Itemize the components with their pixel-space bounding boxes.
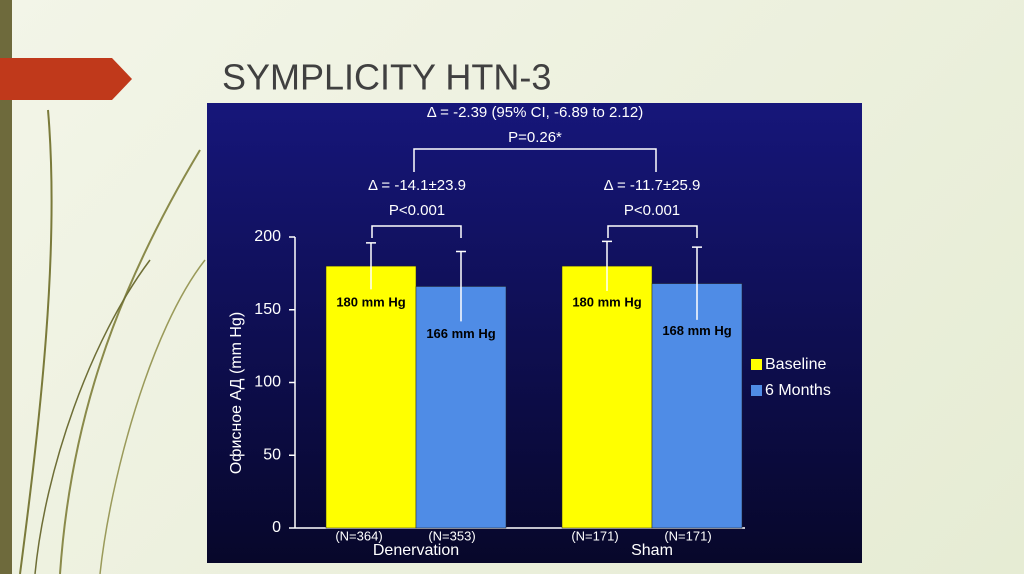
n-label: (N=353): [428, 528, 475, 543]
bar: [651, 283, 743, 529]
x-tick-label: Denervation: [373, 542, 459, 559]
chart: Офисное АД (mm Hg) 0 50 100 150 200 180 mm Hg…: [207, 103, 862, 563]
annotation: Δ = -11.7±25.9: [604, 177, 701, 194]
bar: [561, 265, 653, 529]
x-tick-label: Sham: [631, 542, 673, 559]
value-label: 180 mm Hg: [336, 295, 405, 310]
title-arrow: [0, 58, 132, 100]
deco-line: [99, 259, 206, 574]
value-label: 180 mm Hg: [572, 295, 641, 310]
error-bar: [456, 250, 466, 322]
n-label: (N=364): [335, 528, 382, 543]
annotation: Δ = -2.39 (95% CI, -6.89 to 2.12): [427, 104, 643, 121]
n-label: (N=171): [571, 528, 618, 543]
deco-line: [59, 149, 201, 574]
annotation: P<0.001: [389, 202, 445, 219]
y-tick-label: 0: [272, 519, 281, 536]
y-tick-label: 150: [254, 301, 281, 318]
n-label: (N=171): [664, 528, 711, 543]
bracket: [371, 225, 462, 238]
y-tick-label: 200: [254, 228, 281, 245]
bar: [415, 286, 507, 529]
deco-line: [19, 109, 53, 574]
annotation: Δ = -14.1±23.9: [368, 177, 466, 194]
y-tick-label: 50: [263, 446, 281, 463]
bracket: [413, 148, 657, 172]
error-bar: [366, 242, 376, 290]
error-bar: [692, 246, 702, 320]
error-bar: [602, 240, 612, 291]
legend-label: Baseline: [765, 356, 826, 373]
legend-swatch: [751, 359, 762, 370]
bar: [325, 265, 417, 529]
bracket: [607, 225, 698, 238]
deco-line: [34, 259, 151, 574]
annotation: P=0.26*: [508, 129, 562, 146]
annotation: P<0.001: [624, 202, 680, 219]
y-axis-label: Офисное АД (mm Hg): [228, 312, 245, 474]
legend-label: 6 Months: [765, 382, 831, 399]
y-tick-label: 100: [254, 374, 281, 391]
chart-background: [207, 103, 862, 563]
value-label: 168 mm Hg: [662, 323, 731, 338]
value-label: 166 mm Hg: [426, 326, 495, 341]
left-strip: [0, 0, 12, 574]
slide-title: SYMPLICITY HTN-3: [222, 57, 551, 98]
legend-swatch: [751, 385, 762, 396]
